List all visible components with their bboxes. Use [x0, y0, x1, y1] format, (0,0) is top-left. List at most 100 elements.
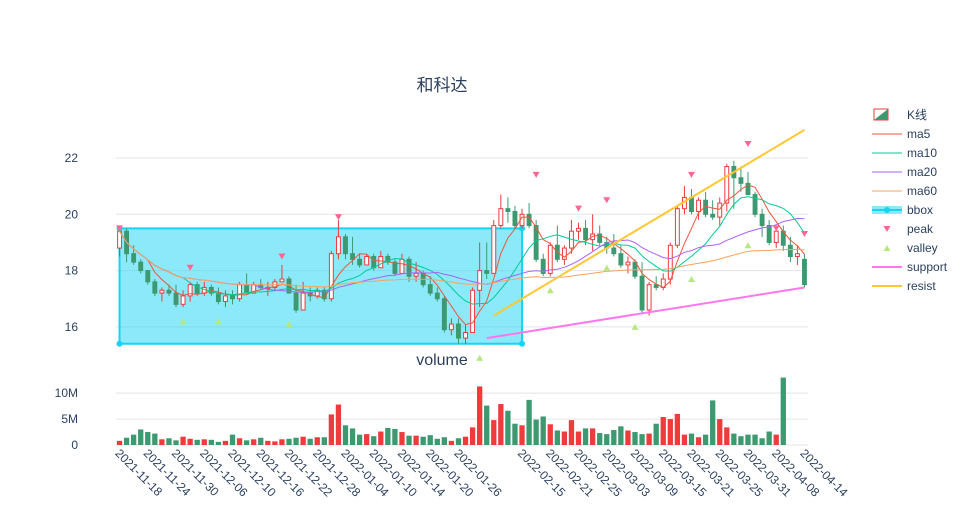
legend-item-resist[interactable]: resist	[872, 279, 936, 293]
candle-body	[335, 236, 341, 255]
candle-body	[237, 284, 243, 300]
volume-bar	[180, 436, 186, 445]
volume-bar	[187, 438, 193, 445]
volume-bar	[229, 434, 236, 445]
legend-item-valley[interactable]: valley	[883, 241, 938, 255]
candle	[526, 203, 532, 229]
legend-label: K线	[907, 108, 927, 122]
volume-bar	[462, 436, 469, 445]
candle-body	[244, 284, 250, 294]
candle	[667, 242, 673, 285]
volume-bar	[123, 437, 130, 445]
legend-label: peak	[907, 222, 934, 236]
volume-bar	[653, 423, 659, 445]
volume-bar	[364, 434, 370, 445]
candle-body	[576, 227, 581, 232]
legend-label: resist	[907, 279, 936, 293]
candle	[794, 245, 800, 265]
candle	[547, 242, 553, 277]
volume-bar	[392, 428, 398, 445]
candle	[434, 287, 440, 302]
candle-body	[131, 253, 137, 263]
candle-body	[364, 256, 370, 266]
volume-bar	[491, 420, 497, 445]
candle	[378, 250, 384, 269]
bbox-region	[116, 225, 526, 347]
legend: K线 ma5 ma10 ma20 ma60 bbox peak valley support re…	[872, 108, 948, 293]
volume-bar	[243, 440, 250, 445]
candle	[173, 284, 179, 308]
candle	[703, 191, 709, 218]
candle-body	[328, 253, 334, 300]
volume-bar	[582, 428, 589, 445]
candle	[470, 287, 476, 333]
volume-bar	[752, 434, 758, 445]
candle	[569, 219, 574, 254]
volume-bar	[441, 437, 447, 445]
legend-item-support[interactable]: support	[872, 260, 948, 274]
legend-peak-icon	[883, 226, 891, 232]
volume-bar	[512, 423, 518, 445]
peak-marker	[575, 205, 583, 212]
legend-label: support	[907, 260, 948, 274]
volume-bar	[526, 399, 532, 445]
candle	[639, 262, 645, 313]
candle-body	[194, 284, 200, 294]
volume-bar	[477, 386, 483, 445]
candle-body	[350, 253, 355, 260]
volume-bar	[349, 428, 356, 445]
volume-bar	[695, 437, 702, 445]
volume-tick-label: 5M	[61, 412, 78, 426]
volume-bar	[131, 434, 137, 445]
candle-body	[300, 292, 306, 311]
candle-body	[385, 256, 391, 263]
candle-body	[639, 275, 645, 311]
candle-body	[159, 289, 165, 294]
candle-body	[625, 261, 631, 266]
candle-body	[738, 177, 744, 184]
legend-item-peak[interactable]: peak	[883, 222, 935, 236]
candle	[448, 318, 454, 336]
legend-item-bbox[interactable]: bbox	[872, 203, 933, 217]
volume-bar	[413, 435, 419, 445]
valley-marker	[546, 287, 554, 294]
volume-bar	[589, 428, 596, 445]
volume-bar	[738, 436, 744, 445]
volume-bar	[342, 425, 349, 445]
valley-marker	[476, 354, 484, 361]
candle-body	[540, 258, 546, 274]
peak-marker	[186, 264, 194, 271]
legend-item-ma60[interactable]: ma60	[872, 184, 937, 198]
volume-bar	[300, 436, 306, 445]
candle-body	[526, 213, 532, 227]
volume-bar	[519, 425, 525, 445]
candle	[554, 225, 560, 263]
candle-body	[646, 284, 652, 311]
volume-bar	[272, 441, 278, 445]
candle	[194, 281, 200, 296]
candle-body	[448, 323, 454, 331]
candle-body	[456, 323, 461, 339]
candle-body	[173, 292, 179, 305]
candle	[491, 219, 497, 274]
candle	[745, 172, 751, 196]
candle-body	[498, 208, 504, 227]
candle-body	[434, 292, 440, 300]
volume-bar	[632, 432, 638, 445]
volume-bar	[145, 432, 151, 445]
volume-bar	[434, 438, 440, 445]
volume-bar	[371, 436, 377, 445]
volume-bar	[766, 431, 772, 445]
volume-bar	[540, 416, 546, 445]
volume-bar	[307, 438, 313, 445]
legend-item-ma5[interactable]: ma5	[872, 127, 931, 141]
legend-item-ma20[interactable]: ma20	[872, 165, 937, 179]
volume-bar	[427, 435, 433, 445]
volume-bar	[258, 437, 264, 445]
legend-item-ma10[interactable]: ma10	[872, 146, 937, 160]
legend-item-K线[interactable]: K线	[873, 108, 927, 122]
volume-bar	[314, 437, 320, 445]
candle-body	[759, 213, 765, 227]
